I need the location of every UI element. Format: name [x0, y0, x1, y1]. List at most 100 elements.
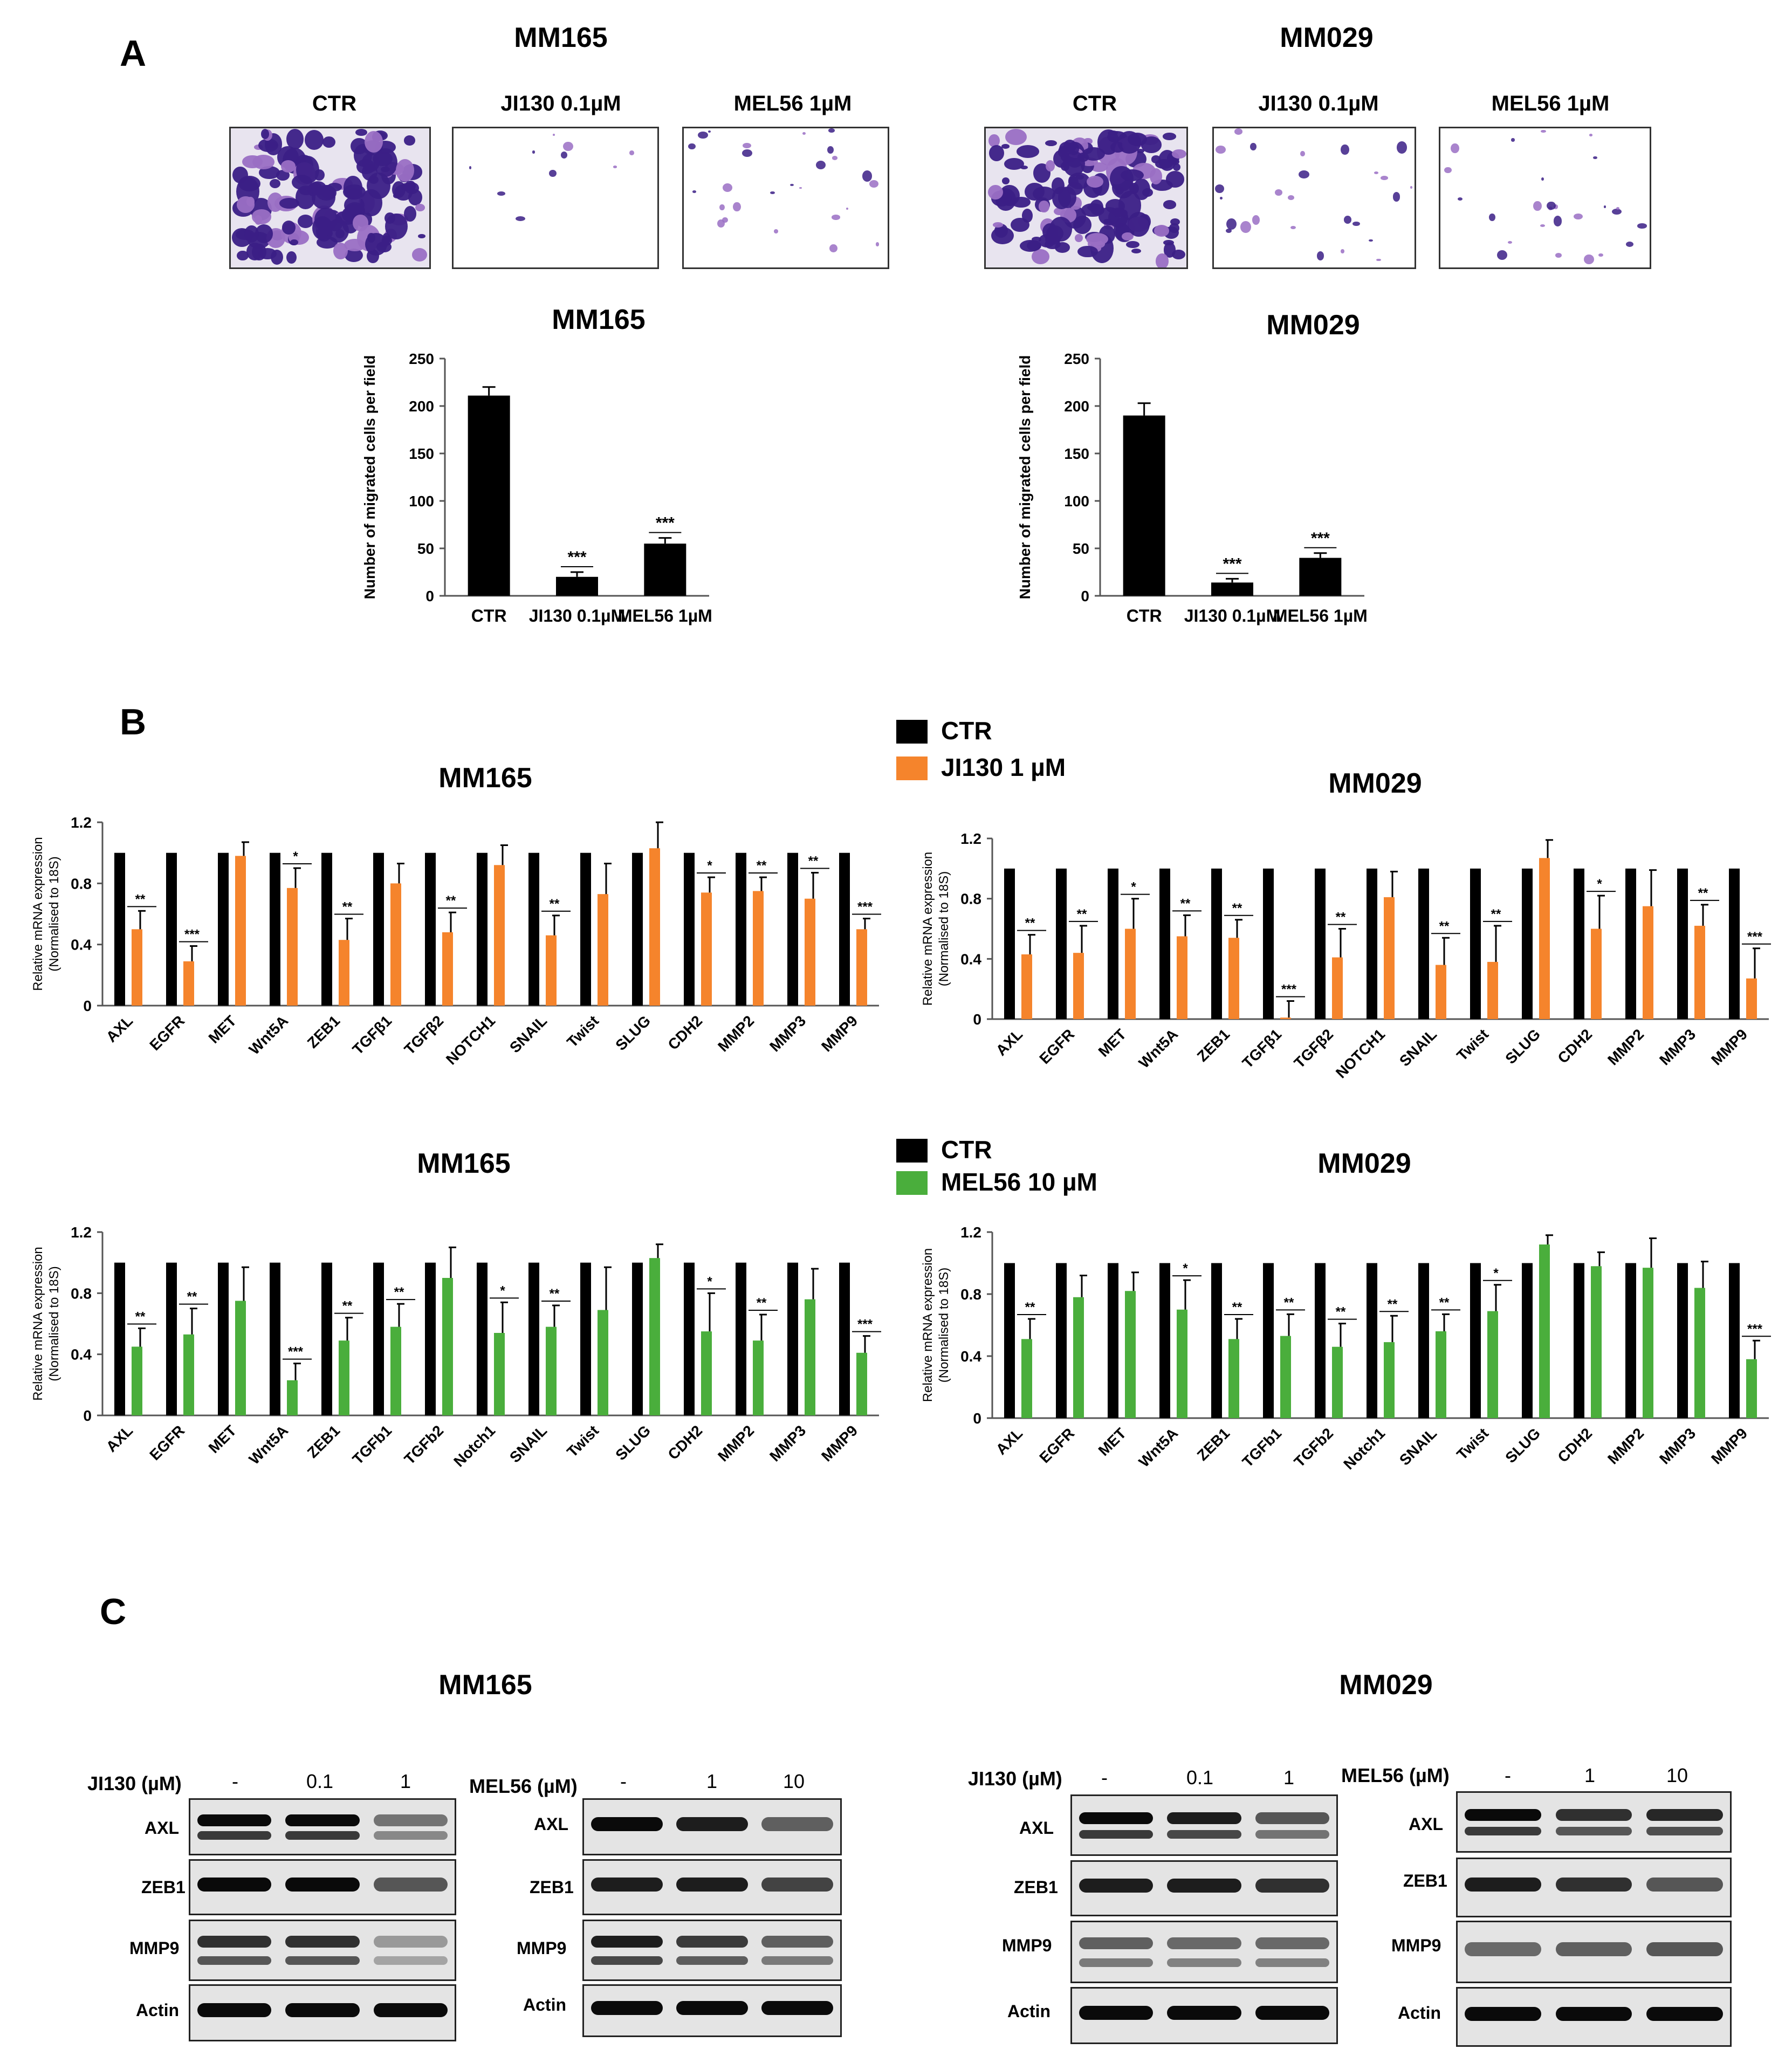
bar-treatment	[1591, 929, 1602, 1019]
stained-cell	[1045, 140, 1057, 146]
stained-cell	[344, 238, 366, 251]
stained-cell	[1380, 176, 1389, 180]
blot-mm029-ji130-actin	[1070, 1987, 1338, 2044]
legend-swatch-ctr	[896, 1139, 928, 1163]
stained-cell	[242, 155, 263, 169]
bar-treatment	[753, 1340, 764, 1415]
x-tick-label: SLUG	[1502, 1425, 1543, 1466]
bar-treatment	[235, 856, 246, 1006]
significance-label: **	[135, 1310, 146, 1324]
stained-cell	[342, 184, 366, 200]
panel-c-right-title: MM029	[1339, 1669, 1433, 1701]
bar-ctr	[114, 1262, 125, 1415]
x-tick-label: Wnt5A	[1136, 1026, 1182, 1071]
x-tick-label: Twist	[564, 1422, 602, 1460]
bar-ctr	[1625, 1263, 1636, 1418]
stained-cell	[1593, 156, 1597, 160]
bar-treatment	[1591, 1266, 1602, 1418]
x-tick-label: MMP9	[818, 1422, 861, 1464]
x-tick-label: TGFβ2	[1291, 1026, 1337, 1071]
stained-cell	[1611, 208, 1622, 215]
significance-label: **	[1336, 910, 1346, 925]
bar-treatment	[1125, 929, 1136, 1019]
micrograph-mm029-mel56	[1439, 127, 1651, 269]
stained-cell	[252, 243, 266, 260]
row-label-mmp9: MMP9	[1391, 1936, 1441, 1955]
panel-letter-c: C	[100, 1591, 127, 1632]
stained-cell	[395, 159, 415, 182]
blot-band	[1079, 1958, 1154, 1967]
y-axis-label: (Normalised to 18S)	[47, 856, 61, 971]
stained-cell	[1016, 145, 1040, 158]
bar-treatment	[1436, 965, 1446, 1019]
bar-treatment	[1643, 1268, 1653, 1418]
x-tick-label: TGFb2	[401, 1422, 447, 1468]
bar-treatment	[1487, 961, 1498, 1019]
stained-cell	[244, 225, 259, 243]
x-tick-label: CDH2	[664, 1422, 705, 1463]
y-axis-label: Number of migrated cells per field	[1017, 355, 1033, 600]
micrograph-mm165-ctr	[229, 127, 431, 269]
stained-cell	[1287, 195, 1294, 201]
y-tick-label: 1.2	[71, 1224, 92, 1241]
bar-ctr	[736, 852, 746, 1006]
bar-treatment	[339, 1340, 349, 1415]
blot-mm165-mel56-actin	[582, 1984, 842, 2037]
row-label-zeb1: ZEB1	[1014, 1878, 1058, 1897]
x-tick-label: MMP3	[1656, 1026, 1699, 1068]
significance-label: *	[1131, 880, 1136, 895]
chart-title: MM029	[1266, 310, 1360, 341]
stained-cell	[992, 222, 1003, 228]
significance-label: **	[1284, 1295, 1294, 1310]
stained-cell	[1026, 240, 1041, 251]
x-tick-label: AXL	[993, 1026, 1026, 1059]
blot-band	[761, 1956, 834, 1965]
bar-ctr	[166, 852, 177, 1006]
stained-cell	[1131, 248, 1142, 254]
bar-treatment	[1021, 1339, 1032, 1418]
legend-label-ji130: JI130 1 µM	[941, 753, 1066, 781]
bar-ctr	[114, 852, 125, 1006]
blot-band	[1465, 2007, 1541, 2021]
stained-cell	[408, 189, 423, 206]
y-tick-label: 0.8	[960, 891, 981, 907]
stained-cell	[799, 187, 802, 189]
stained-cell	[327, 183, 342, 191]
bar-ctr	[1108, 1263, 1118, 1418]
stained-cell	[1225, 228, 1232, 233]
y-tick-label: 0	[973, 1410, 981, 1427]
stained-cell	[1214, 184, 1224, 193]
stained-cell	[1598, 253, 1603, 257]
bar-ctr	[580, 1262, 591, 1415]
stained-cell	[991, 227, 1014, 245]
y-tick-label: 0.4	[960, 951, 981, 967]
bar-treatment	[132, 1346, 142, 1415]
x-tick-label: Twist	[1453, 1425, 1492, 1463]
bar-ctr	[1418, 1263, 1429, 1418]
x-tick-label: Notch1	[450, 1422, 498, 1470]
bar-treatment	[1384, 1342, 1395, 1418]
significance-label: **	[1439, 919, 1450, 933]
bar-treatment	[494, 865, 505, 1006]
stained-cell	[1352, 221, 1361, 226]
stained-cell	[549, 170, 557, 177]
stained-cell	[296, 156, 319, 184]
stained-cell	[348, 204, 360, 213]
y-axis-label: Relative mRNA expression	[921, 852, 935, 1006]
bar-treatment	[649, 848, 660, 1006]
stained-cell	[1410, 186, 1412, 189]
blot-band	[591, 1878, 663, 1892]
x-tick-label: MET	[205, 1422, 240, 1456]
x-tick-label: EGFR	[1036, 1026, 1077, 1067]
mel56-dose-label: MEL56 (µM)	[1341, 1764, 1450, 1786]
y-axis-label: Relative mRNA expression	[31, 1247, 45, 1400]
stained-cell	[1496, 250, 1507, 260]
blot-band	[197, 1878, 272, 1892]
bar-ctr	[166, 1262, 177, 1415]
significance-label: **	[1232, 901, 1242, 916]
stained-cell	[773, 229, 778, 233]
blot-band	[1167, 1937, 1241, 1949]
blot-band	[1555, 1878, 1632, 1892]
chart-title: MM165	[552, 304, 645, 335]
bar-ctr	[1574, 868, 1584, 1019]
